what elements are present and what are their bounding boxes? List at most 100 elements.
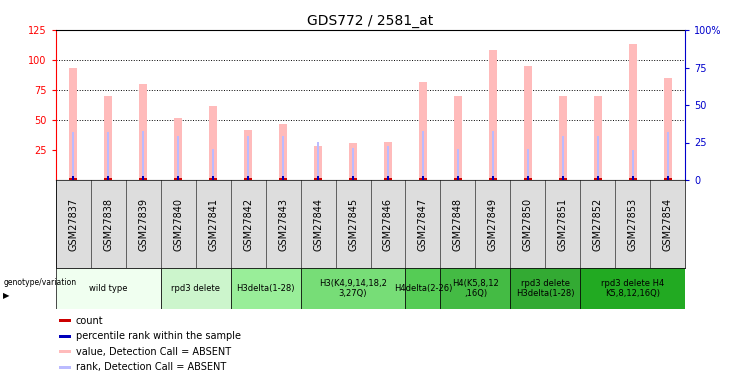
- Bar: [59, 335, 71, 338]
- Bar: [348, 143, 357, 180]
- Bar: [488, 178, 497, 180]
- Bar: [317, 142, 319, 180]
- Bar: [69, 68, 78, 180]
- Bar: [279, 178, 288, 180]
- Bar: [107, 132, 109, 180]
- Bar: [212, 176, 214, 180]
- Bar: [453, 178, 462, 180]
- Text: ▶: ▶: [3, 291, 10, 300]
- Bar: [177, 176, 179, 180]
- Bar: [104, 96, 113, 180]
- Text: count: count: [76, 316, 104, 326]
- Bar: [173, 118, 182, 180]
- Text: GSM27846: GSM27846: [383, 198, 393, 250]
- Bar: [562, 176, 564, 180]
- Text: rank, Detection Call = ABSENT: rank, Detection Call = ABSENT: [76, 362, 226, 372]
- Bar: [559, 178, 568, 180]
- Text: GSM27848: GSM27848: [453, 198, 463, 250]
- Text: GSM27840: GSM27840: [173, 198, 183, 250]
- Text: H4delta(2-26): H4delta(2-26): [393, 284, 452, 293]
- Bar: [230, 268, 301, 309]
- Bar: [387, 146, 389, 180]
- Bar: [247, 176, 249, 180]
- Bar: [279, 124, 288, 180]
- Bar: [580, 268, 685, 309]
- Bar: [348, 178, 357, 180]
- Bar: [667, 176, 669, 180]
- Text: GSM27851: GSM27851: [558, 198, 568, 250]
- Bar: [56, 268, 161, 309]
- Bar: [453, 96, 462, 180]
- Bar: [107, 176, 109, 180]
- Bar: [422, 176, 424, 180]
- Bar: [387, 176, 389, 180]
- Bar: [597, 136, 599, 180]
- Text: H4(K5,8,12
,16Q): H4(K5,8,12 ,16Q): [452, 279, 499, 298]
- Bar: [527, 149, 529, 180]
- Bar: [209, 178, 217, 180]
- Text: wild type: wild type: [89, 284, 127, 293]
- Bar: [559, 96, 568, 180]
- Bar: [440, 268, 511, 309]
- Bar: [313, 146, 322, 180]
- Bar: [104, 178, 113, 180]
- Bar: [527, 176, 529, 180]
- Title: GDS772 / 2581_at: GDS772 / 2581_at: [308, 13, 433, 28]
- Text: rpd3 delete H4
K5,8,12,16Q): rpd3 delete H4 K5,8,12,16Q): [601, 279, 665, 298]
- Text: H3delta(1-28): H3delta(1-28): [236, 284, 295, 293]
- Bar: [456, 176, 459, 180]
- Bar: [511, 268, 580, 309]
- Bar: [59, 350, 71, 353]
- Bar: [209, 106, 217, 180]
- Bar: [632, 176, 634, 180]
- Text: GSM27843: GSM27843: [278, 198, 288, 250]
- Bar: [597, 176, 599, 180]
- Bar: [663, 78, 672, 180]
- Bar: [177, 136, 179, 180]
- Bar: [384, 142, 393, 180]
- Bar: [142, 176, 144, 180]
- Bar: [628, 178, 637, 180]
- Bar: [139, 178, 147, 180]
- Text: GSM27847: GSM27847: [418, 198, 428, 250]
- Bar: [59, 366, 71, 369]
- Bar: [69, 178, 78, 180]
- Bar: [663, 178, 672, 180]
- Bar: [594, 96, 602, 180]
- Bar: [562, 136, 564, 180]
- Bar: [72, 176, 74, 180]
- Bar: [419, 178, 428, 180]
- Bar: [59, 320, 71, 322]
- Text: GSM27842: GSM27842: [243, 198, 253, 250]
- Text: rpd3 delete: rpd3 delete: [171, 284, 220, 293]
- Text: H3(K4,9,14,18,2
3,27Q): H3(K4,9,14,18,2 3,27Q): [319, 279, 387, 298]
- Text: GSM27852: GSM27852: [593, 197, 603, 251]
- Bar: [313, 178, 322, 180]
- Bar: [244, 178, 253, 180]
- Bar: [282, 176, 285, 180]
- Bar: [384, 178, 393, 180]
- Text: GSM27839: GSM27839: [138, 198, 148, 250]
- Text: GSM27837: GSM27837: [68, 198, 78, 250]
- Bar: [282, 136, 285, 180]
- Bar: [405, 268, 440, 309]
- Bar: [419, 82, 428, 180]
- Bar: [247, 136, 249, 180]
- Bar: [488, 50, 497, 180]
- Bar: [139, 84, 147, 180]
- Bar: [142, 131, 144, 180]
- Bar: [352, 148, 354, 180]
- Bar: [667, 132, 669, 180]
- Bar: [301, 268, 405, 309]
- Text: GSM27854: GSM27854: [663, 198, 673, 250]
- Text: GSM27844: GSM27844: [313, 198, 323, 250]
- Bar: [628, 44, 637, 180]
- Bar: [594, 178, 602, 180]
- Bar: [161, 268, 230, 309]
- Bar: [456, 149, 459, 180]
- Text: GSM27849: GSM27849: [488, 198, 498, 250]
- Bar: [422, 131, 424, 180]
- Bar: [524, 178, 532, 180]
- Bar: [492, 176, 494, 180]
- Bar: [524, 66, 532, 180]
